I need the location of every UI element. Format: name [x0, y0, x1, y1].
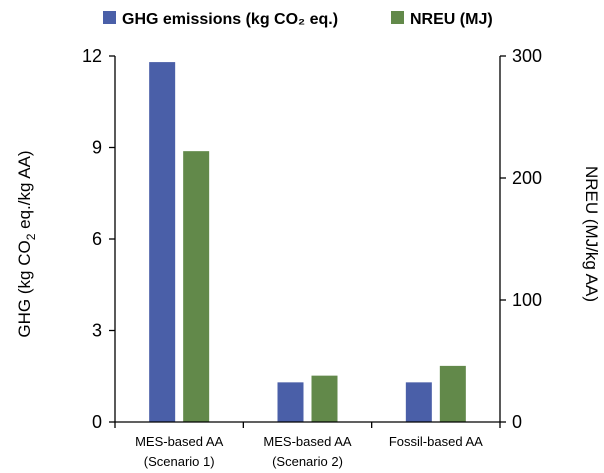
left-tick-label: 12	[82, 46, 102, 66]
bar-ghg-2	[277, 382, 304, 422]
right-tick-label: 300	[512, 46, 542, 66]
bar-nreu-3	[439, 365, 466, 422]
category-labels: MES-based AA (Scenario 1) MES-based AA (Sce…	[135, 434, 483, 469]
bar-nreu-2	[311, 375, 338, 422]
right-tick-label: 200	[512, 168, 542, 188]
right-tick-label: 0	[512, 412, 522, 432]
left-tick-label: 6	[92, 229, 102, 249]
legend: GHG emissions (kg CO₂ eq.) NREU (MJ)	[103, 11, 493, 28]
category-label-3: Fossil-based AA	[389, 434, 483, 449]
legend-swatch-ghg	[103, 11, 116, 24]
bar-ghg-3	[405, 382, 432, 422]
left-tick-label: 3	[92, 321, 102, 341]
y-axis-title-left: GHG (kg CO2 eq./kg AA)	[15, 150, 38, 337]
bar-nreu-1	[183, 151, 210, 422]
legend-label-ghg: GHG emissions (kg CO₂ eq.)	[122, 11, 338, 28]
left-tick-label: 0	[92, 412, 102, 432]
right-tick-label: 100	[512, 290, 542, 310]
left-tick-label: 9	[92, 138, 102, 158]
legend-swatch-nreu	[391, 11, 404, 24]
bar-ghg-1	[149, 62, 176, 422]
ticks: 0 3 6 9 12 0 100 200 300	[82, 46, 542, 432]
category-label-1: MES-based AA (Scenario 1)	[135, 434, 223, 469]
category-label-2: MES-based AA (Scenario 2)	[263, 434, 351, 469]
y-axis-title-right: NREU (MJ/kg AA)	[582, 166, 601, 302]
axis-titles: GHG (kg CO2 eq./kg AA) NREU (MJ/kg AA)	[15, 150, 601, 337]
legend-label-nreu: NREU (MJ)	[410, 11, 493, 28]
bars	[149, 62, 466, 422]
